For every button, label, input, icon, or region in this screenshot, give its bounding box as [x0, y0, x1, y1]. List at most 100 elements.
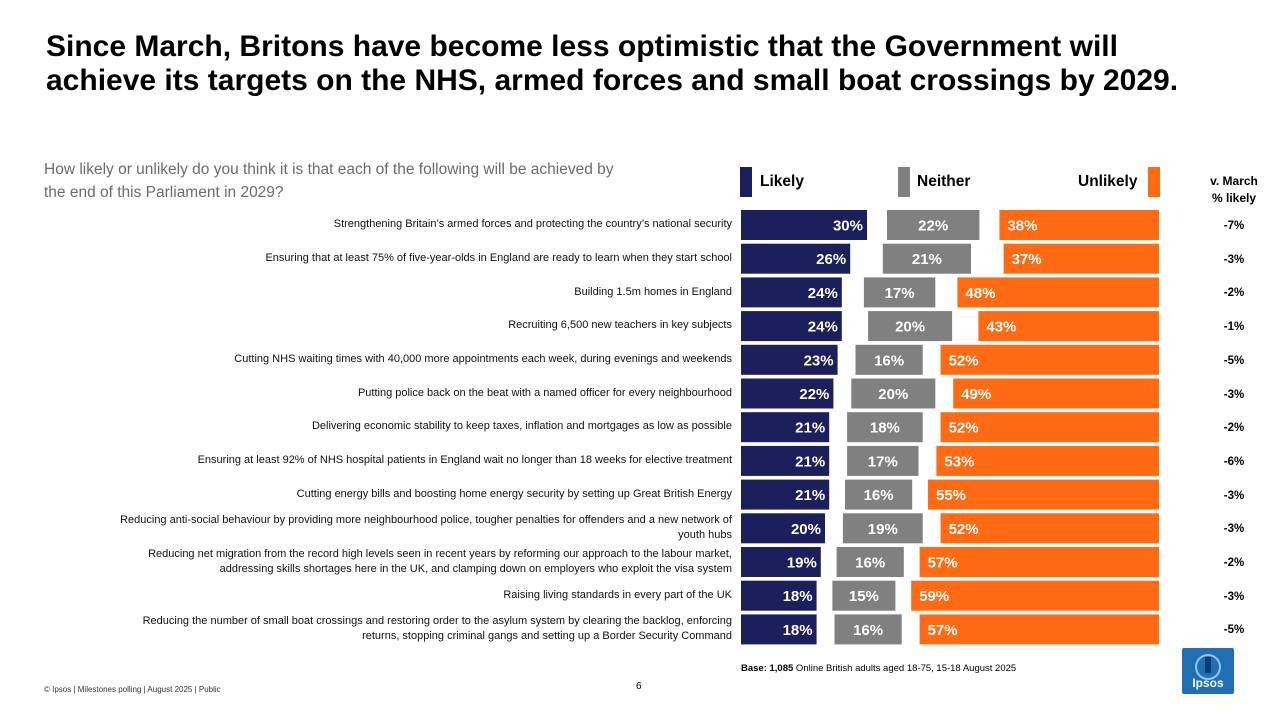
label-likely-13: 18%	[783, 622, 813, 639]
category-label-text: Reducing net migration from the record h…	[148, 547, 732, 578]
base-note: Base: 1,085 Online British adults aged 1…	[741, 663, 1016, 674]
label-neither-5: 16%	[874, 352, 904, 369]
page-number: 6	[636, 681, 642, 692]
label-neither-8: 17%	[868, 453, 898, 470]
v-march-value-2: -3%	[1223, 253, 1245, 266]
bar-neither-1	[887, 210, 980, 240]
category-label-line: Reducing anti-social behaviour by provid…	[120, 513, 732, 526]
bar-unlikely-3	[957, 277, 1159, 308]
category-label-text: Reducing the number of small boat crossi…	[143, 614, 732, 645]
label-likely-12: 18%	[783, 588, 813, 605]
category-label-line: youth hubs	[678, 529, 732, 542]
legend-label-neither: Neither	[917, 173, 971, 190]
category-label-4: Recruiting 6,500 new teachers in key sub…	[40, 309, 732, 343]
v-march-value-10: -3%	[1223, 523, 1245, 536]
v-march-value-5: -5%	[1223, 354, 1245, 367]
category-label-11: Reducing net migration from the record h…	[40, 545, 732, 579]
category-label-line: Strengthening Britain’s armed forces and…	[333, 218, 732, 231]
category-label-text: Ensuring that at least 75% of five-year-…	[265, 251, 732, 266]
category-label-line: returns, stopping criminal gangs and set…	[362, 630, 732, 643]
bar-likely-11	[741, 547, 821, 577]
category-label-12: Raising living standards in every part o…	[40, 579, 732, 613]
category-label-line: Ensuring that at least 75% of five-year-…	[265, 251, 732, 264]
label-likely-3: 24%	[808, 285, 838, 302]
label-unlikely-4: 43%	[986, 319, 1016, 336]
base-note-bold: Base: 1,085	[741, 663, 794, 674]
label-unlikely-5: 52%	[949, 352, 979, 369]
legend-swatch-unlikely	[1148, 167, 1160, 197]
category-label-line: addressing skills shortages here in the …	[219, 563, 732, 575]
label-likely-4: 24%	[808, 319, 838, 336]
category-label-line: Recruiting 6,500 new teachers in key sub…	[508, 319, 732, 332]
bar-unlikely-4	[978, 311, 1159, 342]
bar-unlikely-2	[1003, 243, 1159, 274]
bar-likely-1	[741, 210, 867, 240]
label-unlikely-6: 49%	[961, 386, 991, 403]
bar-likely-13	[741, 614, 817, 645]
bar-unlikely-10	[940, 513, 1159, 544]
category-label-line: Building 1.5m homes in England	[574, 285, 732, 298]
bar-likely-12	[741, 580, 817, 611]
category-label-7: Delivering economic stability to keep ta…	[40, 410, 732, 444]
bar-likely-8	[741, 445, 830, 476]
label-neither-11: 16%	[855, 555, 885, 572]
v-march-value-9: -3%	[1223, 489, 1245, 502]
category-label-13: Reducing the number of small boat crossi…	[40, 612, 732, 646]
v-march-value-7: -2%	[1223, 422, 1245, 435]
label-neither-13: 16%	[853, 622, 883, 639]
label-likely-7: 21%	[795, 420, 825, 437]
category-label-text: Ensuring at least 92% of NHS hospital pa…	[198, 453, 732, 468]
label-neither-1: 22%	[918, 218, 948, 235]
bar-likely-10	[741, 513, 825, 544]
category-label-line: Delivering economic stability to keep ta…	[311, 420, 732, 433]
category-label-8: Ensuring at least 92% of NHS hospital pa…	[40, 444, 732, 478]
category-label-text: Delivering economic stability to keep ta…	[312, 419, 732, 434]
category-label-line: Reducing net migration from the record h…	[148, 547, 732, 560]
bar-neither-5	[855, 344, 923, 375]
bar-unlikely-5	[940, 344, 1159, 375]
label-unlikely-8: 53%	[944, 453, 974, 470]
bar-neither-6	[851, 378, 936, 409]
label-neither-3: 17%	[885, 285, 915, 302]
bar-neither-8	[847, 445, 919, 476]
bar-likely-7	[741, 412, 830, 443]
label-unlikely-10: 52%	[949, 521, 979, 538]
legend: Likely Neither Unlikely	[740, 167, 1160, 197]
bar-neither-12	[832, 580, 896, 611]
bar-likely-2	[741, 243, 851, 274]
v-march-value-12: -3%	[1223, 590, 1245, 603]
base-note-text: Online British adults aged 18-75, 15-18 …	[793, 663, 1017, 674]
bar-unlikely-1	[999, 210, 1159, 240]
category-label-text: Recruiting 6,500 new teachers in key sub…	[508, 318, 732, 333]
v-march-value-4: -1%	[1223, 321, 1245, 334]
v-march-value-1: -7%	[1223, 220, 1245, 232]
label-neither-7: 18%	[870, 420, 900, 437]
legend-swatch-likely	[740, 167, 752, 197]
bar-unlikely-12	[911, 580, 1159, 611]
category-label-text: Cutting NHS waiting times with 40,000 mo…	[234, 352, 732, 367]
label-neither-9: 16%	[864, 487, 894, 504]
bar-neither-2	[882, 243, 971, 274]
label-unlikely-9: 55%	[936, 487, 966, 504]
bar-neither-13	[834, 614, 902, 645]
v-march-value-3: -2%	[1223, 287, 1245, 300]
bar-unlikely-8	[936, 445, 1159, 476]
footer-copyright: © Ipsos | Milestones polling | August 20…	[44, 685, 221, 694]
bar-neither-7	[847, 412, 923, 443]
bar-unlikely-11	[919, 547, 1159, 577]
label-likely-2: 26%	[816, 251, 846, 268]
category-label-line: Cutting NHS waiting times with 40,000 mo…	[234, 353, 732, 366]
label-neither-4: 20%	[895, 319, 925, 336]
label-likely-10: 20%	[791, 521, 821, 538]
label-likely-8: 21%	[795, 453, 825, 470]
legend-swatch-neither	[898, 167, 910, 197]
category-label-10: Reducing anti-social behaviour by provid…	[40, 511, 732, 545]
label-unlikely-13: 57%	[928, 622, 958, 639]
label-likely-6: 22%	[799, 386, 829, 403]
bar-neither-9	[845, 479, 913, 510]
category-label-text: Reducing anti-social behaviour by provid…	[120, 513, 732, 544]
category-label-text: Raising living standards in every part o…	[503, 588, 732, 603]
label-likely-9: 21%	[795, 487, 825, 504]
page-title: Since March, Britons have become less op…	[46, 30, 1179, 98]
label-neither-2: 21%	[912, 251, 942, 268]
